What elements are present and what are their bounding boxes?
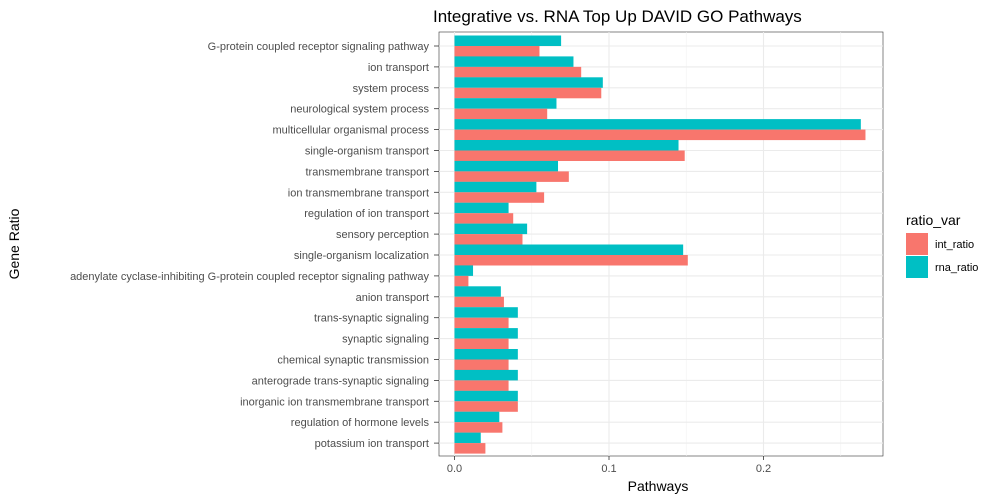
bar-rna-ratio xyxy=(454,307,518,318)
y-axis-title: Gene Ratio xyxy=(6,208,22,279)
category-label: sensory perception xyxy=(336,229,429,241)
bar-int-ratio xyxy=(454,87,602,99)
category-label: anterograde trans-synaptic signaling xyxy=(252,375,429,387)
bar-rna-ratio xyxy=(454,390,518,402)
category-label: single-organism localization xyxy=(294,250,429,262)
category-label: chemical synaptic transmission xyxy=(277,355,429,367)
bar-int-ratio xyxy=(454,171,569,182)
bar-int-ratio xyxy=(454,317,509,329)
bar-rna-ratio xyxy=(454,202,509,214)
x-tick-label: 0.0 xyxy=(447,463,462,475)
category-label: G-protein coupled receptor signaling pat… xyxy=(208,41,430,53)
bar-rna-ratio xyxy=(454,140,679,151)
bar-rna-ratio xyxy=(454,432,481,444)
category-label: system process xyxy=(353,83,430,95)
x-axis-title: Pathways xyxy=(628,478,689,494)
category-label: trans-synaptic signaling xyxy=(314,313,429,325)
category-label: synaptic signaling xyxy=(342,334,429,346)
legend-label: int_ratio xyxy=(935,239,974,251)
x-tick-labels: 0.0 0.1 0.2 xyxy=(447,456,771,475)
bar-rna-ratio xyxy=(454,160,559,172)
bar-rna-ratio xyxy=(454,35,562,46)
bar-rna-ratio xyxy=(454,181,537,193)
legend-title: ratio_var xyxy=(906,212,961,228)
bar-rna-ratio xyxy=(454,265,474,276)
bar-rna-ratio xyxy=(454,119,861,130)
bar-rna-ratio xyxy=(454,369,518,381)
bar-int-ratio xyxy=(454,422,503,433)
bar-rna-ratio xyxy=(454,244,684,255)
bar-int-ratio xyxy=(454,234,523,245)
category-label: neurological system process xyxy=(290,104,429,116)
bar-int-ratio xyxy=(454,150,685,161)
bar-int-ratio xyxy=(454,213,514,224)
bar-int-ratio xyxy=(454,66,582,78)
legend: ratio_var int_ratio rna_ratio xyxy=(906,212,978,278)
bar-rna-ratio xyxy=(454,349,518,360)
bars-group xyxy=(454,35,866,454)
category-label: ion transport xyxy=(368,62,429,74)
bar-int-ratio xyxy=(454,192,545,203)
category-label: inorganic ion transmembrane transport xyxy=(240,396,429,408)
x-tick-label: 0.1 xyxy=(601,463,616,475)
category-label: regulation of ion transport xyxy=(304,208,429,220)
bar-int-ratio xyxy=(454,443,486,454)
category-label: adenylate cyclase-inhibiting G-protein c… xyxy=(70,271,429,283)
legend-swatch xyxy=(906,256,928,278)
bar-rna-ratio xyxy=(454,56,574,67)
category-label: single-organism transport xyxy=(305,146,429,158)
category-labels: G-protein coupled receptor signaling pat… xyxy=(70,41,439,450)
bar-int-ratio xyxy=(454,129,866,141)
bar-int-ratio xyxy=(454,255,688,266)
category-label: potassium ion transport xyxy=(315,438,429,450)
bar-rna-ratio xyxy=(454,98,557,109)
chart-title: Integrative vs. RNA Top Up DAVID GO Path… xyxy=(433,7,802,26)
bar-int-ratio xyxy=(454,296,504,308)
legend-swatch xyxy=(906,233,928,255)
bar-int-ratio xyxy=(454,401,518,412)
category-label: multicellular organismal process xyxy=(272,125,429,137)
bar-int-ratio xyxy=(454,380,509,391)
bar-int-ratio xyxy=(454,46,540,57)
bar-rna-ratio xyxy=(454,411,500,423)
bar-int-ratio xyxy=(454,359,509,370)
category-label: regulation of hormone levels xyxy=(291,417,430,429)
bar-rna-ratio xyxy=(454,286,501,297)
bar-rna-ratio xyxy=(454,223,528,235)
bar-int-ratio xyxy=(454,108,548,120)
category-label: ion transmembrane transport xyxy=(288,187,429,199)
legend-label: rna_ratio xyxy=(935,262,978,274)
bar-rna-ratio xyxy=(454,328,518,339)
category-label: anion transport xyxy=(356,292,429,304)
x-tick-label: 0.2 xyxy=(756,463,771,475)
bar-int-ratio xyxy=(454,275,469,287)
bar-rna-ratio xyxy=(454,77,603,88)
bar-int-ratio xyxy=(454,338,509,350)
category-label: transmembrane transport xyxy=(306,166,430,178)
